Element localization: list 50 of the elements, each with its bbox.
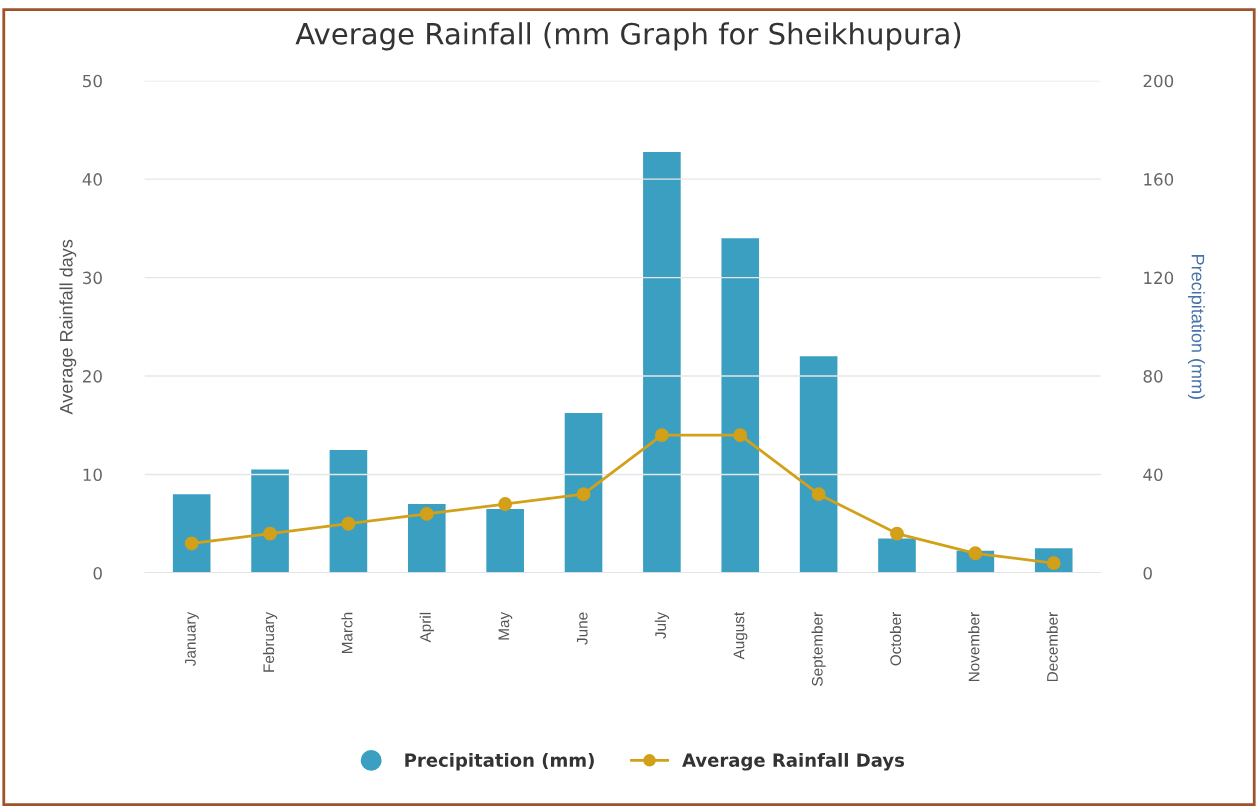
y2-tick-label: 160	[1144, 173, 1174, 186]
bar	[799, 356, 838, 573]
y2-tick-label: 40	[1143, 468, 1163, 482]
x-tick-label: October	[889, 612, 902, 666]
y2-tick-label: 0	[1143, 566, 1152, 580]
legend-label: Precipitation (mm)	[405, 752, 594, 771]
legend-label: Average Rainfall Days	[682, 752, 905, 771]
bar	[564, 412, 603, 573]
bar	[407, 504, 446, 573]
x-tick-label: July	[654, 611, 670, 639]
chart-title: Average Rainfall (mm Graph for Sheikhupura)	[295, 22, 961, 51]
x-tick-label: June	[576, 612, 588, 645]
y-tick-label: 20	[83, 370, 102, 383]
x-tick-label: March	[341, 612, 353, 654]
bar	[172, 494, 211, 573]
y-tick-label: 50	[83, 74, 102, 88]
x-tick-label: August	[733, 611, 748, 660]
point	[419, 506, 434, 521]
point	[184, 536, 199, 551]
x-tick-label: April	[419, 612, 434, 643]
y-tick-label: 0	[93, 566, 102, 580]
point	[576, 487, 591, 502]
y-axis-title: Average Rainfall days	[59, 239, 77, 415]
point	[733, 428, 748, 443]
x-tick-label: May	[498, 611, 513, 640]
y-tick-label: 30	[83, 271, 102, 285]
point	[654, 428, 669, 443]
y-tick-label: 10	[83, 468, 102, 482]
point	[498, 497, 513, 511]
bar	[486, 508, 524, 573]
x-tick-label: February	[262, 611, 278, 672]
point	[811, 487, 826, 502]
y2-tick-label: 80	[1143, 370, 1163, 383]
x-tick-label: December	[1046, 612, 1058, 682]
point	[968, 546, 983, 561]
bar	[643, 152, 681, 573]
y2-tick-label: 120	[1144, 271, 1174, 285]
y2-tick-label: 200	[1143, 74, 1174, 88]
point	[890, 526, 904, 541]
bar	[721, 238, 760, 573]
y-tick-label: 40	[82, 173, 102, 186]
point	[263, 526, 278, 541]
bar	[251, 469, 289, 573]
x-tick-label: January	[185, 611, 199, 666]
point	[341, 516, 356, 531]
bar	[878, 538, 916, 573]
y2-axis-title: Precipitation (mm)	[1187, 255, 1205, 399]
x-tick-label: September	[811, 612, 826, 686]
bar	[329, 449, 368, 573]
x-tick-label: November	[968, 612, 980, 682]
